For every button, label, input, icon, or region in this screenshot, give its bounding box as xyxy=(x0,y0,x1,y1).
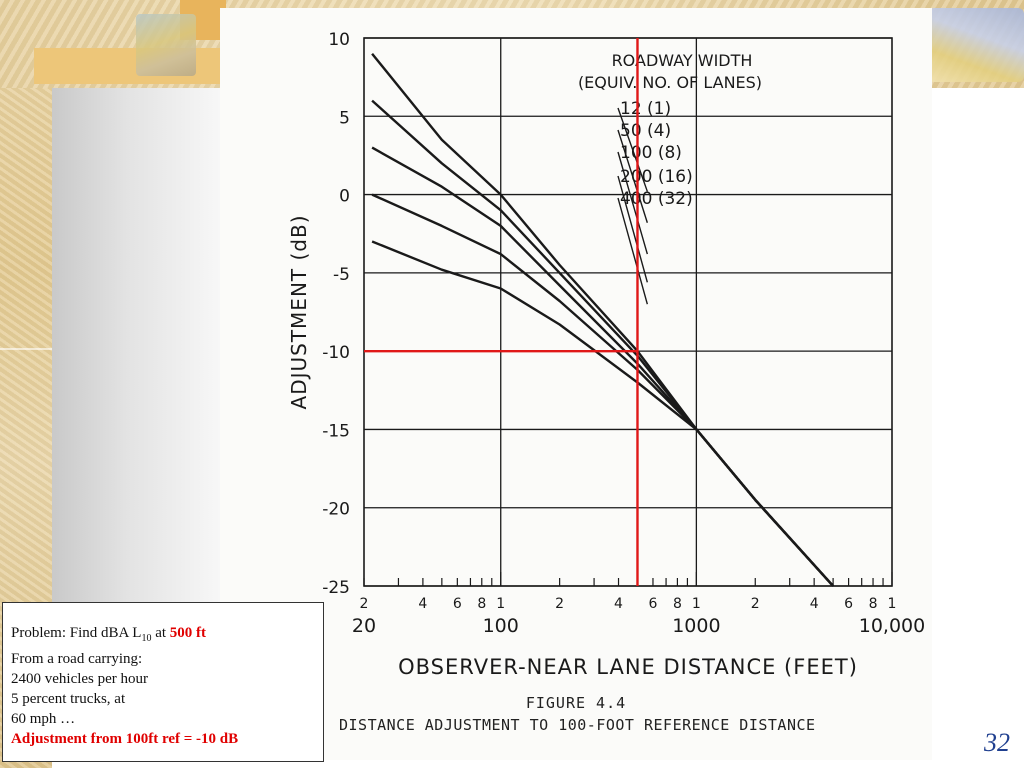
legend-label: 100 (8) xyxy=(620,143,682,163)
problem-line-1: Problem: Find dBA L10 at 500 ft xyxy=(11,625,207,644)
x-axis-title: OBSERVER-NEAR LANE DISTANCE (FEET) xyxy=(398,655,858,679)
problem-answer: Adjustment from 100ft ref = -10 dB xyxy=(11,731,239,747)
y-tick-label: -15 xyxy=(322,421,350,441)
y-tick-label: 10 xyxy=(328,30,350,50)
x-minor-label: 8 xyxy=(673,596,682,612)
problem-box: Problem: Find dBA L10 at 500 ft From a r… xyxy=(2,602,324,762)
y-tick-label: -25 xyxy=(322,578,350,598)
legend-leader-line xyxy=(617,151,649,255)
legend-label: 12 (1) xyxy=(620,99,671,119)
figure-caption-subtitle: DISTANCE ADJUSTMENT TO 100-FOOT REFERENC… xyxy=(339,716,816,734)
x-minor-label: 4 xyxy=(418,596,427,612)
decorative-artwork xyxy=(136,14,196,76)
x-minor-label: 4 xyxy=(614,596,623,612)
x-minor-label: 6 xyxy=(649,596,658,612)
page-number: 32 xyxy=(984,728,1010,757)
x-minor-label: 1 xyxy=(692,596,701,612)
y-tick-label: -10 xyxy=(322,343,350,363)
x-minor-label: 2 xyxy=(555,596,564,612)
legend-leader-line xyxy=(617,107,648,192)
x-major-label: 20 xyxy=(352,615,376,637)
legend-label: 400 (32) xyxy=(620,189,693,209)
x-minor-label: 6 xyxy=(844,596,853,612)
legend-leader-line xyxy=(617,175,649,283)
y-tick-label: 5 xyxy=(339,108,350,128)
problem-line-2: From a road carrying: xyxy=(11,651,143,667)
x-minor-label: 8 xyxy=(869,596,878,612)
problem-line-4: 5 percent trucks, at xyxy=(11,691,126,707)
scanned-figure: 10 5 0 -5 -10 -15 -20 -25 2 4 6 8 1 2 4 6 8 1 2 4 6 8 1 20 100 10… xyxy=(220,8,932,760)
legend-leader-line xyxy=(617,197,649,305)
y-tick-label: -5 xyxy=(333,265,350,285)
y-axis-title: ADJUSTMENT (dB) xyxy=(287,215,311,410)
x-minor-label: 2 xyxy=(751,596,760,612)
plot-frame xyxy=(363,37,893,587)
x-minor-label: 1 xyxy=(496,596,505,612)
problem-distance: 500 ft xyxy=(169,625,207,641)
y-tick-label: 0 xyxy=(339,187,350,207)
legend-title: ROADWAY WIDTH xyxy=(612,51,753,70)
series-line xyxy=(371,193,834,587)
series-line xyxy=(371,240,834,587)
problem-line-3: 2400 vehicles per hour xyxy=(11,671,149,687)
x-major-label: 1000 xyxy=(672,615,720,637)
figure-caption-title: FIGURE 4.4 xyxy=(525,694,627,712)
x-major-label: 100 xyxy=(483,615,519,637)
y-tick-label: -20 xyxy=(322,500,350,520)
x-minor-label: 4 xyxy=(810,596,819,612)
shadow-band xyxy=(52,88,220,608)
series-line xyxy=(371,99,834,587)
x-minor-label: 1 xyxy=(888,596,897,612)
x-major-label: 10,000 xyxy=(859,615,925,637)
x-minor-label: 6 xyxy=(453,596,462,612)
series-line xyxy=(371,146,834,587)
x-minor-label: 2 xyxy=(360,596,369,612)
legend-label: 50 (4) xyxy=(620,121,671,141)
legend-leader-line xyxy=(617,129,649,223)
decorative-artwork xyxy=(928,8,1024,82)
x-minor-label: 8 xyxy=(477,596,486,612)
problem-line-5: 60 mph … xyxy=(11,711,76,727)
legend-subtitle: (EQUIV. NO. OF LANES) xyxy=(578,73,762,92)
legend-label: 200 (16) xyxy=(620,167,693,187)
